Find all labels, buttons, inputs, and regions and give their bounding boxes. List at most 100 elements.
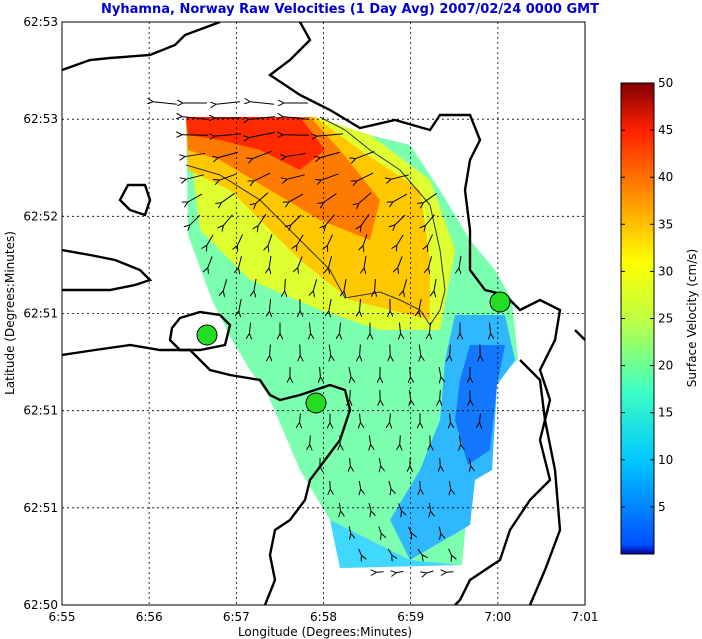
y-tick-label: 62:52 xyxy=(23,209,58,223)
velocity-arrow xyxy=(440,457,441,466)
velocity-arrow xyxy=(429,322,430,334)
velocity-arrow xyxy=(358,548,362,555)
velocity-arrow xyxy=(398,256,403,267)
velocity-arrow xyxy=(309,322,310,334)
velocity-arrow xyxy=(190,214,201,225)
velocity-arrow xyxy=(291,214,302,225)
contour-line xyxy=(185,116,446,326)
velocity-arrow xyxy=(283,117,309,120)
colorbar-tick-label: 15 xyxy=(658,406,673,420)
coastline-northwest xyxy=(62,22,221,72)
velocity-arrow xyxy=(220,173,237,180)
velocity-arrow xyxy=(269,298,270,311)
radar-site-south xyxy=(305,392,327,414)
velocity-arrow xyxy=(399,322,400,334)
velocity-arrow xyxy=(359,480,360,489)
colorbar-label: Surface Velocity (cm/s) xyxy=(685,249,699,387)
velocity-arrow xyxy=(239,299,242,311)
velocity-arrow xyxy=(397,234,404,245)
velocity-arrow xyxy=(429,502,430,511)
y-tick-label: 62:53 xyxy=(23,15,58,29)
velocity-arrow xyxy=(348,366,351,377)
velocity-arrow xyxy=(327,234,333,246)
velocity-arrow xyxy=(320,151,340,157)
velocity-arrow xyxy=(339,322,340,334)
velocity-arrow xyxy=(249,132,275,138)
x-tick-label: 6:55 xyxy=(49,610,76,624)
velocity-arrow xyxy=(410,366,411,377)
velocity-arrow xyxy=(357,172,374,181)
velocity-arrow xyxy=(393,193,408,202)
colorbar-tick-label: 25 xyxy=(658,312,673,326)
colorbar-tick-label: 10 xyxy=(658,453,673,467)
velocity-arrow xyxy=(188,193,203,202)
coastline-northeast xyxy=(267,22,562,605)
velocity-arrow xyxy=(186,174,204,179)
velocity-arrow xyxy=(428,256,433,268)
y-axis-label: Latitude (Degrees:Minutes) xyxy=(3,231,17,395)
coastline xyxy=(62,22,585,605)
velocity-arrow xyxy=(153,102,177,105)
velocity-arrow xyxy=(449,480,450,489)
field-max xyxy=(186,117,325,170)
velocity-arrow xyxy=(250,102,274,105)
velocity-arrow xyxy=(208,256,213,267)
colorbar-tick-label: 5 xyxy=(658,500,666,514)
velocity-arrow xyxy=(375,278,376,291)
x-tick-label: 7:01 xyxy=(572,610,599,624)
velocity-arrow xyxy=(360,344,361,356)
x-tick-label: 6:59 xyxy=(397,610,424,624)
velocity-arrow xyxy=(300,413,301,423)
velocity-arrow xyxy=(480,413,481,423)
velocity-arrow xyxy=(313,279,318,291)
velocity-arrow xyxy=(287,174,305,179)
velocity-arrow xyxy=(238,256,243,268)
velocity-arrow xyxy=(469,457,471,466)
velocity-arrow xyxy=(391,174,409,179)
velocity-arrow xyxy=(450,344,451,356)
velocity-arrow xyxy=(285,278,286,291)
velocity-arrow xyxy=(322,173,339,180)
coastline-west-inlet xyxy=(62,343,352,605)
coastline-west-headland xyxy=(168,310,232,352)
velocity-arrow xyxy=(328,256,333,268)
velocity-arrow xyxy=(256,192,269,203)
velocity-arrow xyxy=(434,279,437,291)
velocity-arrow xyxy=(459,435,460,445)
colorbar-tick-label: 50 xyxy=(658,76,673,90)
x-tick-label: 6:56 xyxy=(136,610,163,624)
velocity-arrow xyxy=(459,255,461,268)
velocity-arrow xyxy=(350,457,351,466)
x-axis-label: Longitude (Degrees:Minutes) xyxy=(238,625,412,639)
colorbar-tick-label: 45 xyxy=(658,123,673,137)
velocity-arrow xyxy=(423,193,437,202)
velocity-arrow xyxy=(339,502,340,511)
velocity-vectors xyxy=(153,102,491,573)
velocity-arrow xyxy=(419,344,421,356)
coastline-east-shore xyxy=(519,359,562,605)
velocity-arrow xyxy=(298,256,303,267)
velocity-arrow xyxy=(390,413,391,423)
grid xyxy=(62,22,585,605)
velocity-arrow xyxy=(270,344,271,356)
y-tick-label: 62:51 xyxy=(23,307,58,321)
velocity-arrow xyxy=(400,435,401,445)
velocity-arrow xyxy=(387,548,392,555)
velocity-arrow xyxy=(348,526,351,534)
velocity-arrow xyxy=(329,344,331,356)
coastline-west-island xyxy=(118,183,152,217)
velocity-arrow xyxy=(320,366,321,377)
velocity-arrow xyxy=(364,255,366,268)
x-tick-label: 6:58 xyxy=(310,610,337,624)
velocity-arrow xyxy=(344,279,347,291)
colorbar-tick-label: 40 xyxy=(658,170,673,184)
velocity-arrow xyxy=(215,134,241,136)
velocity-arrow xyxy=(221,193,235,202)
velocity-arrow xyxy=(450,413,451,423)
radar-site-east xyxy=(489,291,511,313)
velocity-arrow xyxy=(363,234,368,245)
velocity-arrow xyxy=(379,457,381,466)
colorbar-tick-label: 35 xyxy=(658,217,673,231)
velocity-arrow xyxy=(253,150,272,158)
field-lowvel-core xyxy=(455,345,505,465)
